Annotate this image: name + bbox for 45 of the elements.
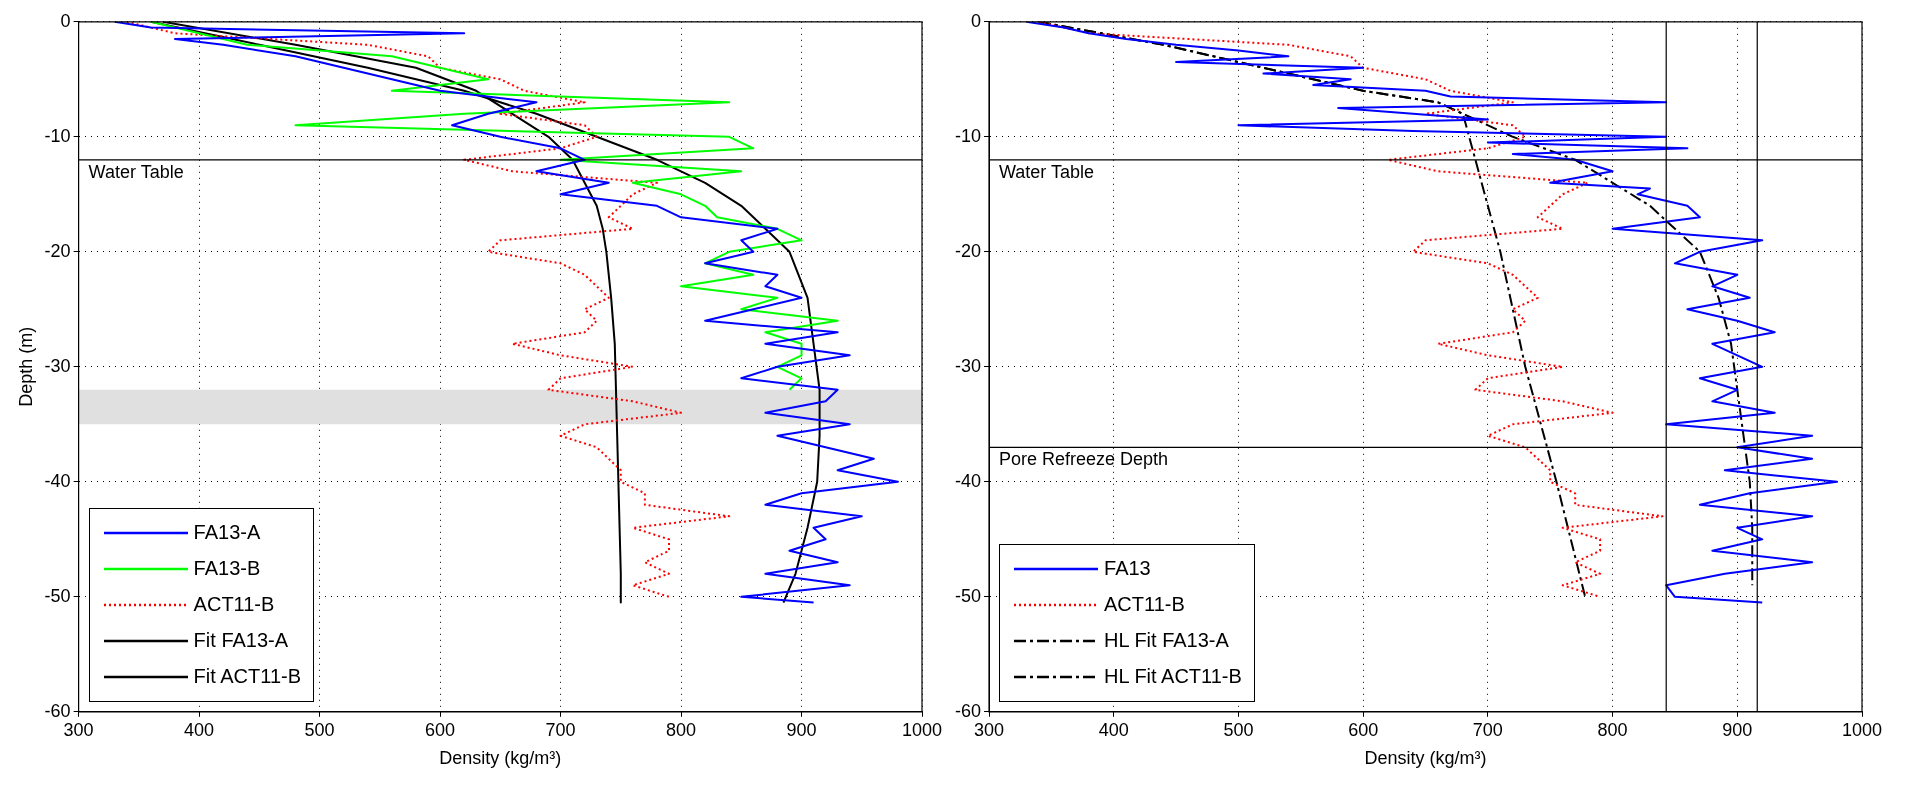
legend-label: HL Fit FA13-A [1104, 629, 1229, 653]
x-tick-label: 800 [666, 719, 697, 740]
ref-line-label: Water Table [999, 161, 1095, 182]
x-tick-label: 500 [1223, 719, 1254, 740]
legend-label: ACT11-B [193, 593, 275, 617]
y-tick-label: -60 [44, 700, 71, 721]
legend-label: HL Fit ACT11-B [1104, 665, 1242, 689]
x-tick-label: 900 [1722, 719, 1753, 740]
x-tick-label: 1000 [1841, 719, 1883, 740]
y-tick-label: -30 [44, 355, 71, 376]
x-axis-title: Density (kg/m³) [1364, 748, 1487, 769]
x-tick-label: 600 [425, 719, 456, 740]
x-tick-label: 600 [1348, 719, 1379, 740]
ref-line-label: Pore Refreeze Depth [999, 449, 1169, 470]
x-axis-title: Density (kg/m³) [439, 748, 562, 769]
y-tick-label: 0 [971, 10, 982, 31]
x-tick-label: 300 [973, 719, 1005, 740]
y-tick-label: -50 [955, 585, 982, 606]
x-tick-label: 700 [1472, 719, 1503, 740]
x-tick-label: 300 [63, 719, 94, 740]
y-axis-title: Depth (m) [15, 326, 36, 407]
y-tick-label: -40 [44, 470, 71, 491]
y-tick-label: -40 [955, 470, 982, 491]
y-tick-label: -50 [44, 585, 71, 606]
x-tick-label: 800 [1597, 719, 1628, 740]
x-tick-label: 900 [786, 719, 817, 740]
x-tick-label: 500 [304, 719, 335, 740]
legend-label: Fit ACT11-B [193, 665, 302, 689]
y-tick-label: 0 [60, 10, 71, 31]
legend-label: FA13-A [193, 521, 261, 545]
y-tick-label: -20 [44, 240, 71, 261]
x-tick-label: 1000 [901, 719, 943, 740]
ref-line-label: Water Table [88, 161, 184, 182]
x-tick-label: 400 [184, 719, 215, 740]
x-tick-label: 400 [1098, 719, 1129, 740]
x-tick-label: 700 [545, 719, 576, 740]
y-tick-label: -60 [955, 700, 982, 721]
y-tick-label: -10 [955, 125, 982, 146]
legend-label: Fit FA13-A [193, 629, 289, 653]
legend-label: FA13 [1104, 557, 1151, 581]
y-tick-label: -30 [955, 355, 982, 376]
legend-label: FA13-B [193, 557, 261, 581]
y-tick-label: -20 [955, 240, 982, 261]
y-tick-label: -10 [44, 125, 71, 146]
legend-label: ACT11-B [1104, 593, 1185, 617]
